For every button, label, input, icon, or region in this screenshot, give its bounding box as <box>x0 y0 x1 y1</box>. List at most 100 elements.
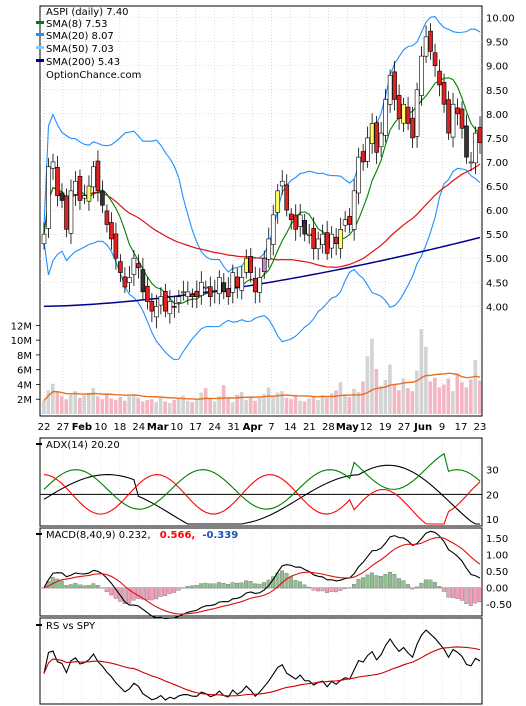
legend-sma8: SMA(8) 7.53 <box>46 19 107 30</box>
x-tick-label: 27 <box>398 422 411 433</box>
macd-histogram-bar <box>378 576 383 589</box>
macd-histogram-bar <box>473 587 478 604</box>
candle-body <box>86 185 92 202</box>
candle-body <box>302 220 308 235</box>
volume-bar <box>383 380 388 414</box>
x-tick-label: 22 <box>38 422 51 433</box>
candle-body <box>109 222 114 240</box>
macd-histogram-bar <box>239 582 244 589</box>
candle-body <box>459 108 465 129</box>
candle-body <box>225 288 231 297</box>
macd-line <box>43 530 481 620</box>
volume-bar <box>446 378 451 414</box>
candle-body <box>342 219 348 226</box>
macd-histogram-bar <box>351 584 356 589</box>
volume-bar <box>406 388 410 414</box>
volume-bar <box>217 396 221 414</box>
volume-bar <box>248 396 253 414</box>
legend-swatch-sma8 <box>36 21 44 24</box>
volume-bar <box>271 396 275 414</box>
legend-swatch-sma200 <box>36 59 44 62</box>
macd-histogram-bar <box>257 583 262 589</box>
legend-swatch-sma50 <box>36 46 44 49</box>
axis-ticks: 22 27 Feb 10 18 24 Mar 10 17 24 31 Apr 7 14 21 28 May 12 1… <box>11 14 515 611</box>
candle-body <box>405 106 411 124</box>
macd-histogram-bar <box>329 587 334 592</box>
candle-body <box>55 167 60 196</box>
macd-histogram-bar <box>360 577 365 589</box>
price-tick-label: 8.50 <box>486 86 508 97</box>
volume-bar <box>469 379 473 414</box>
macd-histogram-bar <box>199 583 204 589</box>
macd-legend: MACD(8,40,9) 0.232, 0.566, -0.339 <box>36 530 238 541</box>
candle-body <box>216 277 222 295</box>
candle-body <box>464 125 469 158</box>
candle-body <box>347 215 352 225</box>
candle-body <box>46 166 51 229</box>
candle-body <box>432 52 438 67</box>
macd-histogram-bar <box>356 579 361 589</box>
candle-body <box>41 233 47 245</box>
volume-bar <box>118 397 123 414</box>
candle-body <box>91 166 96 188</box>
volume-bar <box>298 400 302 414</box>
candle-body <box>68 190 74 234</box>
volume-bar <box>266 387 271 414</box>
volume-bar <box>239 391 244 414</box>
macd-tick-label: 1.00 <box>486 551 508 562</box>
volume-bar <box>374 368 379 414</box>
x-tick-label: 23 <box>474 422 487 433</box>
candle-body <box>473 132 478 164</box>
volume-bar <box>136 397 140 414</box>
x-tick-label: 9 <box>439 422 445 433</box>
macd-histogram-bar <box>86 585 91 589</box>
x-tick-label: 24 <box>208 422 221 433</box>
candle-body <box>450 103 456 138</box>
candle-body <box>136 263 141 269</box>
macd-histogram-bar <box>208 583 213 589</box>
candle-body <box>383 99 388 136</box>
volume-bar <box>158 397 163 414</box>
candle-body <box>297 214 303 227</box>
candle-body <box>293 214 299 230</box>
macd-histogram-bar <box>338 587 343 591</box>
candle-body <box>315 238 321 250</box>
x-tick-label: 14 <box>284 422 297 433</box>
candle-body <box>172 305 177 308</box>
x-tick-label: Mar <box>147 422 169 433</box>
price-tick-label: 10.00 <box>486 14 515 25</box>
candle-body <box>338 229 343 249</box>
candle-body <box>392 71 397 100</box>
macd-histogram-bar <box>190 585 195 589</box>
candle-body <box>64 195 69 230</box>
macd-histogram-bar <box>316 587 320 592</box>
candle-body <box>167 301 173 315</box>
macd-histogram-bar <box>77 584 82 589</box>
volume-bar <box>392 384 397 414</box>
volume-bar <box>100 399 105 414</box>
volume-bar <box>424 346 428 414</box>
candle-body <box>194 290 200 297</box>
x-tick-label: 10 <box>95 422 108 433</box>
macd-histogram-bar <box>59 580 64 589</box>
volume-bar <box>415 370 419 414</box>
macd-histogram-bar <box>194 585 199 589</box>
candle-body <box>279 180 285 187</box>
bollinger-lower-line <box>43 167 481 361</box>
rs-average-line <box>43 646 481 697</box>
volume-bar <box>419 329 424 414</box>
volume-bar <box>82 395 87 414</box>
candle-body <box>365 137 370 162</box>
volume-tick-label: 4M <box>17 380 32 391</box>
candle-body <box>329 233 334 249</box>
volume-bar <box>145 399 149 414</box>
plus-di-line <box>43 452 481 510</box>
x-tick-label: 21 <box>303 422 316 433</box>
volume-average-line <box>43 372 481 402</box>
volume-bar <box>347 397 352 414</box>
candle-body <box>239 277 245 291</box>
candle-body <box>190 294 195 297</box>
candle-body <box>356 156 361 194</box>
macd-histogram-bar <box>280 570 284 589</box>
macd-histogram-bar <box>68 584 73 589</box>
